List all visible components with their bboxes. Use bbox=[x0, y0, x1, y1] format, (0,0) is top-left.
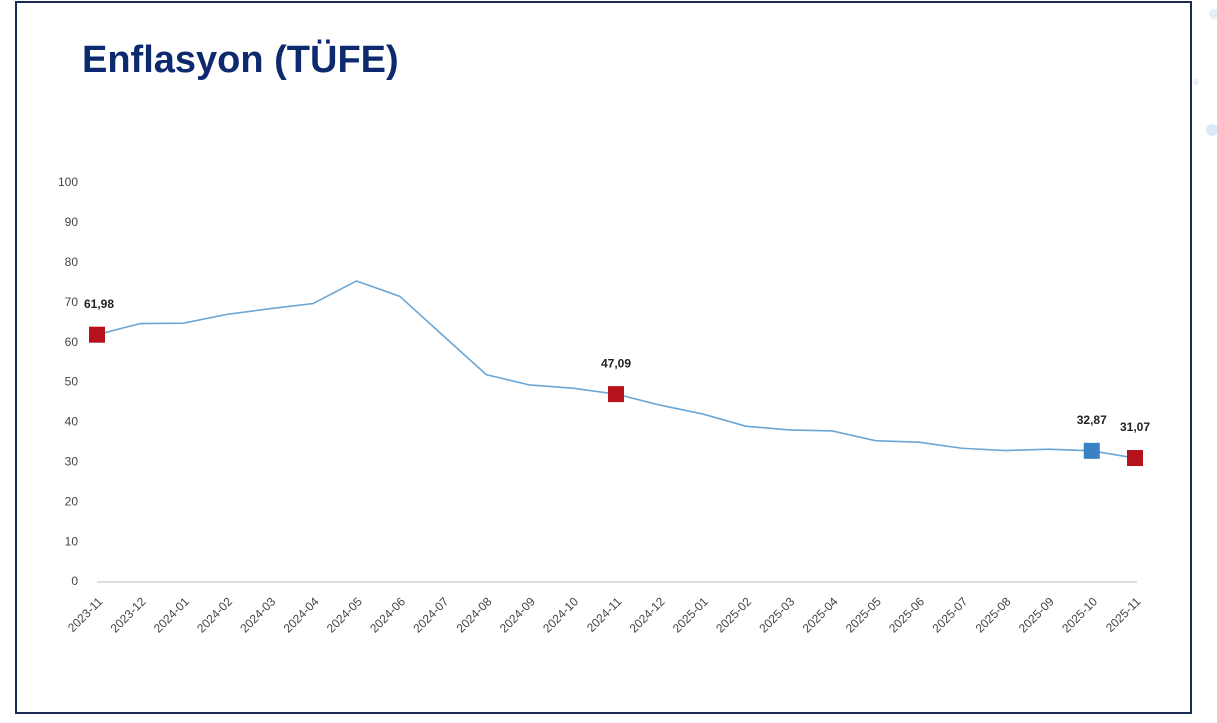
y-tick-label: 10 bbox=[65, 534, 79, 548]
marker bbox=[1083, 442, 1100, 459]
marker bbox=[1127, 450, 1143, 467]
marker bbox=[89, 326, 105, 343]
y-tick-label: 70 bbox=[65, 295, 79, 309]
y-tick-label: 60 bbox=[65, 335, 79, 349]
decor-dot bbox=[1209, 9, 1217, 19]
marker bbox=[608, 386, 624, 403]
y-tick-label: 20 bbox=[65, 494, 79, 508]
data-label: 61,98 bbox=[84, 297, 114, 311]
data-label: 47,09 bbox=[601, 356, 631, 370]
data-label: 31,07 bbox=[1120, 420, 1150, 434]
y-tick-label: 90 bbox=[65, 215, 79, 229]
data-label: 32,87 bbox=[1077, 413, 1107, 427]
y-tick-label: 30 bbox=[65, 454, 79, 468]
decor-dot bbox=[1193, 79, 1199, 85]
chart-title: Enflasyon (TÜFE) bbox=[82, 38, 399, 81]
frame bbox=[15, 1, 1192, 714]
y-tick-label: 50 bbox=[65, 375, 79, 389]
y-tick-label: 80 bbox=[65, 255, 79, 269]
y-tick-label: 0 bbox=[71, 574, 78, 588]
decor-dot bbox=[1206, 124, 1217, 136]
y-tick-label: 100 bbox=[58, 175, 78, 189]
y-tick-label: 40 bbox=[65, 415, 79, 429]
